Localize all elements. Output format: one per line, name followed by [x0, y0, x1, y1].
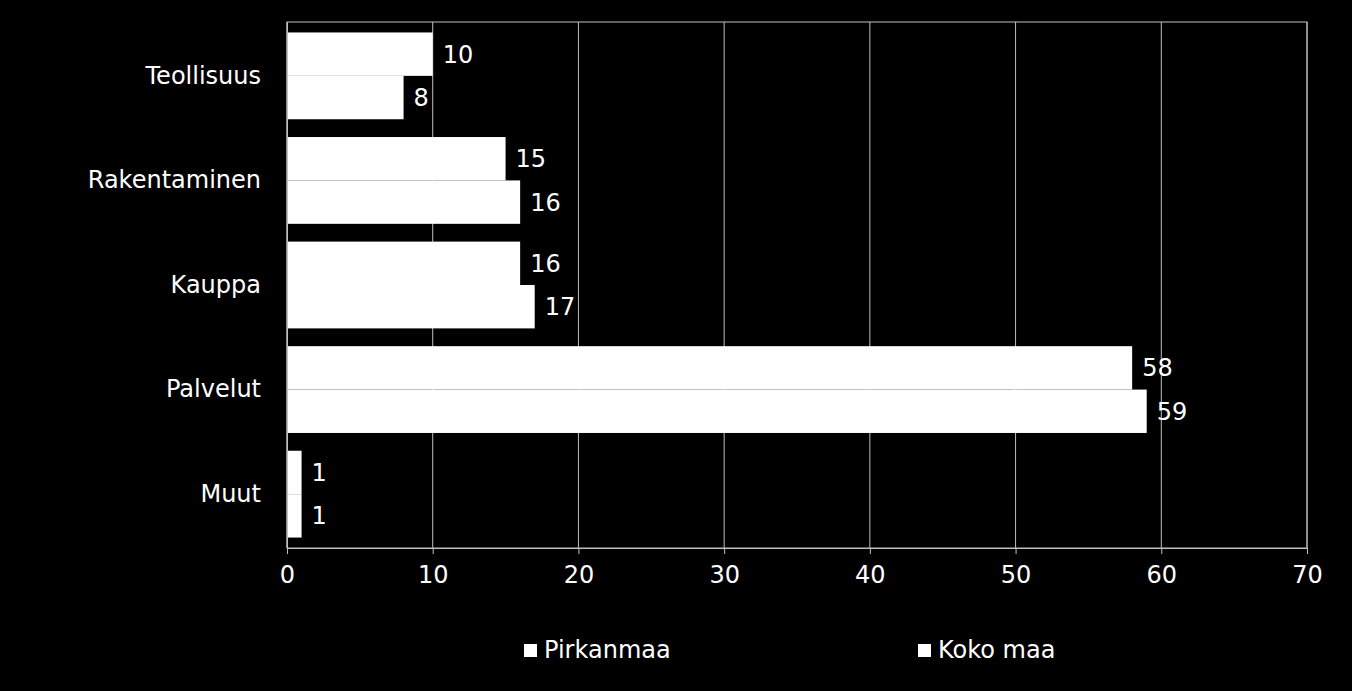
y-tick: Muut — [200, 480, 287, 508]
grid-line — [724, 22, 725, 548]
grid-line — [1015, 22, 1016, 548]
legend-item: Pirkanmaa — [524, 636, 671, 664]
bar — [287, 180, 520, 223]
x-tick-label: 10 — [418, 561, 449, 589]
legend-swatch — [918, 644, 931, 657]
x-tick-label: 60 — [1147, 561, 1178, 589]
data-label: 1 — [312, 459, 327, 487]
x-tick: 70 — [1292, 548, 1323, 589]
data-label: 1 — [312, 502, 327, 530]
bar — [287, 242, 520, 285]
bar — [287, 494, 302, 537]
x-tick: 30 — [709, 548, 740, 589]
grid-line — [578, 22, 579, 548]
legend: Pirkanmaa Koko maa — [524, 636, 1055, 664]
bar — [287, 32, 433, 75]
x-tick-label: 70 — [1292, 561, 1323, 589]
x-tick: 20 — [564, 548, 595, 589]
data-label: 16 — [530, 189, 561, 217]
bar — [287, 390, 1147, 433]
legend-label: Koko maa — [938, 636, 1055, 664]
grid — [287, 22, 1307, 548]
x-tick-mark — [287, 548, 288, 554]
legend-label: Pirkanmaa — [544, 636, 671, 664]
bar — [287, 451, 302, 494]
x-tick-mark — [1016, 548, 1017, 554]
data-label: 16 — [530, 250, 561, 278]
legend-item: Koko maa — [918, 636, 1055, 664]
data-label: 58 — [1142, 354, 1173, 382]
x-tick-label: 20 — [564, 561, 595, 589]
x-tick-mark — [1161, 548, 1162, 554]
x-tick-mark — [870, 548, 871, 554]
x-axis-line — [288, 549, 1308, 555]
legend-swatch — [524, 644, 537, 657]
x-tick: 10 — [418, 548, 449, 589]
y-tick-label: Palvelut — [166, 375, 261, 403]
x-tick: 40 — [855, 548, 886, 589]
x-tick-mark — [724, 548, 725, 554]
grid-line — [1161, 22, 1162, 548]
y-tick-label: Rakentaminen — [88, 166, 261, 194]
bar — [287, 285, 535, 328]
x-axis: 0 10 20 30 40 50 60 70 — [280, 548, 1323, 589]
x-tick-label: 0 — [280, 561, 295, 589]
y-tick-label: Muut — [200, 480, 261, 508]
data-label: 8 — [414, 84, 429, 112]
x-tick-mark — [433, 548, 434, 554]
y-tick: Rakentaminen — [88, 166, 287, 194]
x-tick-label: 40 — [855, 561, 886, 589]
y-tick-label: Kauppa — [171, 271, 261, 299]
data-label: 59 — [1157, 398, 1188, 426]
y-axis-line — [287, 23, 288, 549]
y-tick: Kauppa — [171, 271, 287, 299]
y-tick: Palvelut — [166, 375, 287, 403]
y-axis: Teollisuus Rakentaminen Kauppa Palvelut Muut — [88, 23, 288, 549]
x-tick: 50 — [1001, 548, 1032, 589]
x-tick: 60 — [1147, 548, 1178, 589]
data-labels: 10 15 16 58 1 8 16 17 59 1 — [312, 41, 1188, 531]
data-label: 15 — [516, 145, 547, 173]
data-label: 10 — [443, 41, 474, 69]
x-tick-mark — [1307, 548, 1308, 554]
data-label: 17 — [545, 293, 576, 321]
bars — [287, 32, 1147, 537]
x-tick-mark — [578, 548, 579, 554]
plot-frame — [287, 22, 1307, 548]
x-tick: 0 — [280, 548, 295, 589]
bar — [287, 137, 506, 180]
grid-line — [869, 22, 870, 548]
y-tick: Teollisuus — [145, 62, 287, 90]
bar — [287, 76, 404, 119]
plot: 10151658181617591010203040506070Teollisu… — [88, 22, 1323, 589]
bar — [287, 346, 1132, 389]
chart: 10151658181617591010203040506070Teollisu… — [0, 0, 1352, 691]
x-tick-label: 50 — [1001, 561, 1032, 589]
y-tick-label: Teollisuus — [145, 62, 261, 90]
x-tick-label: 30 — [709, 561, 740, 589]
